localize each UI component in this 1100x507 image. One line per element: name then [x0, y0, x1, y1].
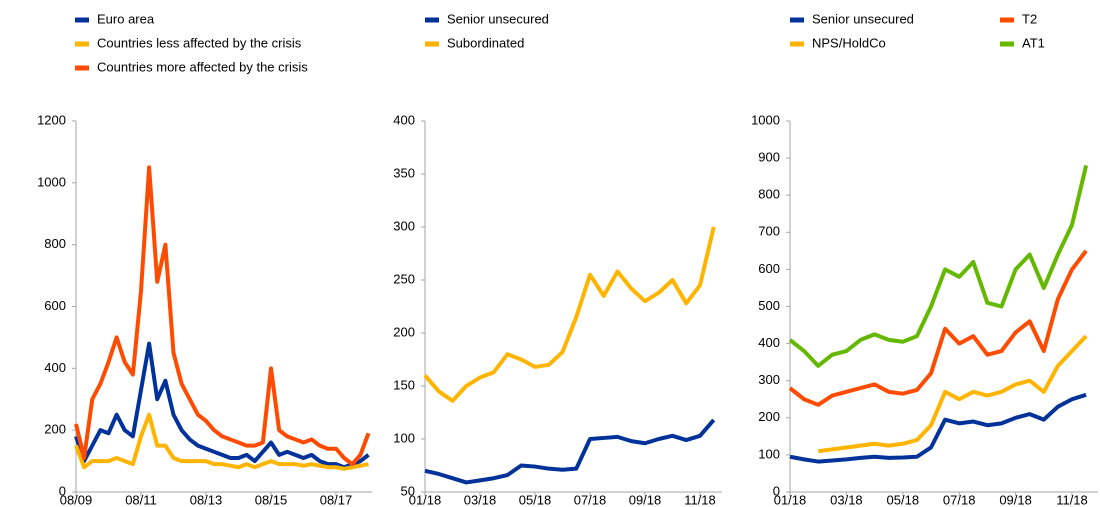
x-tick-label: 01/18 [774, 492, 807, 507]
x-tick-label: 08/17 [320, 492, 353, 507]
x-tick-label: 08/13 [190, 492, 223, 507]
y-tick-label: 1000 [751, 112, 780, 127]
y-tick-label: 500 [758, 298, 780, 313]
y-tick-label: 200 [44, 422, 66, 437]
x-tick-label: 08/09 [60, 492, 93, 507]
legend-label: Senior unsecured [812, 11, 914, 26]
legend-label: Countries less affected by the crisis [97, 35, 302, 50]
y-tick-label: 50 [401, 483, 415, 498]
series-line [789, 392, 1087, 464]
y-tick-label: 200 [393, 324, 415, 339]
y-tick-label: 800 [44, 236, 66, 251]
y-tick-label: 200 [758, 409, 780, 424]
x-tick-label: 09/18 [999, 492, 1032, 507]
y-tick-label: 150 [393, 377, 415, 392]
y-tick-label: 400 [758, 335, 780, 350]
y-tick-label: 0 [59, 483, 66, 498]
x-tick-label: 11/18 [1056, 492, 1088, 507]
series-line [74, 412, 369, 471]
y-tick-label: 100 [758, 446, 780, 461]
series-line [423, 226, 716, 403]
y-tick-label: 600 [44, 298, 66, 313]
y-tick-label: 400 [393, 112, 415, 127]
x-tick-label: 11/18 [684, 492, 716, 507]
x-tick-label: 05/18 [519, 492, 552, 507]
y-tick-label: 0 [773, 483, 780, 498]
y-tick-label: 400 [44, 360, 66, 375]
series-line [74, 165, 371, 467]
y-tick-label: 250 [393, 271, 415, 286]
x-tick-label: 01/18 [409, 492, 442, 507]
series-line [424, 418, 716, 485]
legend-label: AT1 [1022, 35, 1045, 50]
legend-label: Countries more affected by the crisis [97, 59, 308, 74]
legend-label: Euro area [97, 11, 155, 26]
series-line [788, 249, 1088, 407]
y-tick-label: 700 [758, 224, 780, 239]
series-line [788, 165, 1089, 368]
x-tick-label: 05/18 [887, 492, 920, 507]
x-tick-label: 09/18 [629, 492, 662, 507]
y-tick-label: 1000 [37, 174, 66, 189]
y-tick-label: 100 [393, 430, 415, 445]
y-tick-label: 600 [758, 261, 780, 276]
legend-label: Senior unsecured [447, 11, 549, 26]
y-tick-label: 300 [393, 218, 415, 233]
legend-label: NPS/HoldCo [812, 35, 886, 50]
x-tick-label: 08/11 [125, 492, 157, 507]
x-tick-label: 03/18 [464, 492, 497, 507]
y-tick-label: 300 [758, 372, 780, 387]
x-tick-label: 08/15 [255, 492, 288, 507]
y-tick-label: 1200 [37, 112, 66, 127]
y-tick-label: 800 [758, 187, 780, 202]
legend-label: T2 [1022, 11, 1037, 26]
x-tick-label: 07/18 [943, 492, 976, 507]
series-line [817, 334, 1088, 454]
y-tick-label: 350 [393, 165, 415, 180]
x-tick-label: 07/18 [574, 492, 607, 507]
legend-label: Subordinated [447, 35, 524, 50]
series-line [74, 341, 370, 470]
x-tick-label: 03/18 [830, 492, 863, 507]
y-tick-label: 900 [758, 150, 780, 165]
